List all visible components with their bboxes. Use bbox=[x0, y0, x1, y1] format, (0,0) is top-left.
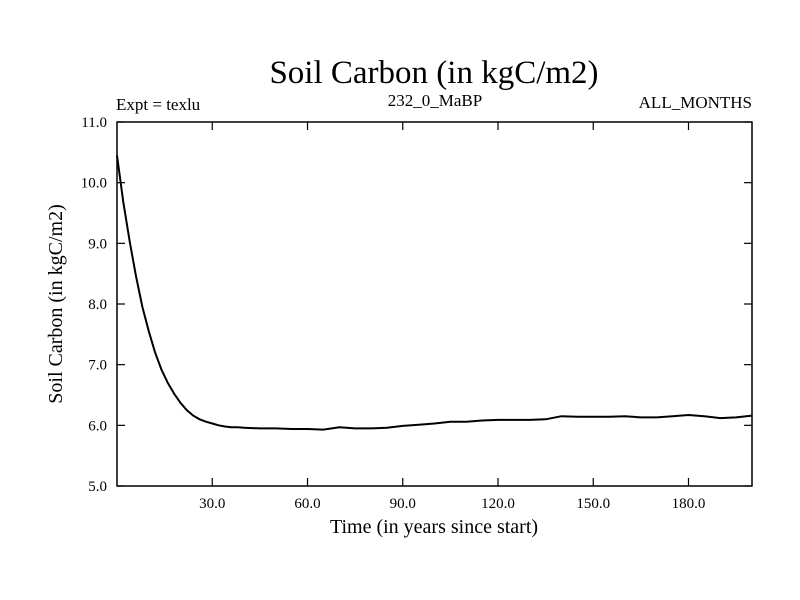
experiment-label: Expt = texlu bbox=[116, 95, 201, 114]
x-tick-label: 120.0 bbox=[481, 496, 515, 512]
y-tick-label: 11.0 bbox=[81, 115, 107, 131]
soil-carbon-series-line bbox=[116, 155, 753, 431]
x-tick-label: 150.0 bbox=[576, 496, 610, 512]
y-axis-label: Soil Carbon (in kgC/m2) bbox=[45, 204, 67, 403]
x-axis: 30.0 60.0 90.0 120.0 150.0 180.0 bbox=[199, 122, 705, 512]
x-axis-label: Time (in years since start) bbox=[330, 516, 538, 538]
chart-title: Soil Carbon (in kgC/m2) bbox=[269, 55, 598, 91]
y-tick-label: 10.0 bbox=[81, 176, 107, 192]
plot-frame bbox=[116, 121, 753, 487]
y-axis: 5.0 6.0 7.0 8.0 9.0 10.0 11.0 bbox=[81, 115, 752, 495]
y-tick-label: 5.0 bbox=[88, 479, 107, 495]
x-tick-label: 60.0 bbox=[294, 496, 320, 512]
x-tick-label: 180.0 bbox=[672, 496, 706, 512]
x-tick-label: 30.0 bbox=[199, 496, 225, 512]
period-label: 232_0_MaBP bbox=[388, 91, 482, 110]
y-tick-label: 8.0 bbox=[88, 297, 107, 313]
y-tick-label: 9.0 bbox=[88, 236, 107, 252]
months-label: ALL_MONTHS bbox=[639, 93, 752, 112]
y-tick-label: 6.0 bbox=[88, 418, 107, 434]
y-tick-label: 7.0 bbox=[88, 358, 107, 374]
x-tick-label: 90.0 bbox=[390, 496, 416, 512]
